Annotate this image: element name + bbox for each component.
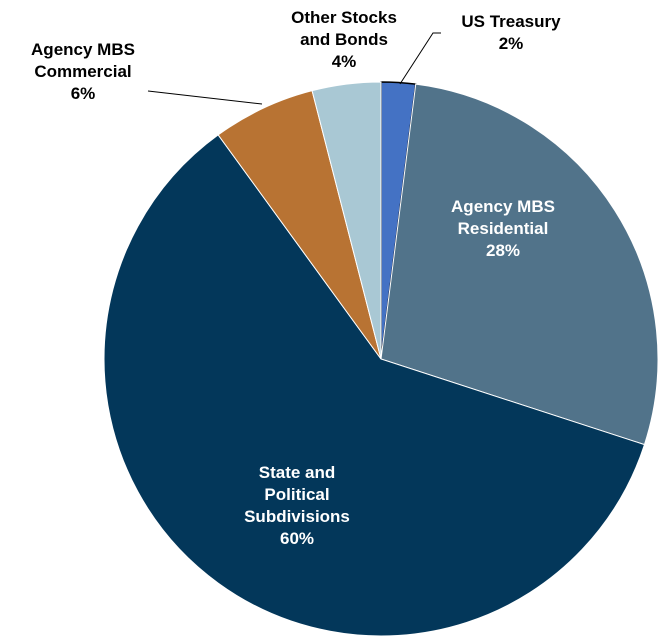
slice-labels: US Treasury 2% Agency MBS Residential 28% Sta… xyxy=(31,8,561,548)
slice-state-and-political-subdivisions xyxy=(103,134,646,636)
label-line: Agency MBS xyxy=(451,197,555,216)
label-agency-mbs-commercial: Agency MBS Commercial 6% xyxy=(31,40,135,103)
pie-slices xyxy=(103,81,658,636)
label-line: Residential xyxy=(458,219,549,238)
leader-line-us-treasury xyxy=(399,32,441,85)
label-line: 28% xyxy=(486,241,520,260)
label-line: Agency MBS xyxy=(31,40,135,59)
leader-line-agency-mbs-commercial xyxy=(147,90,263,105)
label-line: State and xyxy=(259,463,336,482)
label-line: Political xyxy=(264,485,329,504)
label-line: 4% xyxy=(332,52,357,71)
label-line: and Bonds xyxy=(300,30,388,49)
leader-lines xyxy=(147,32,441,105)
slice-other-stocks-and-bonds xyxy=(311,81,382,360)
label-state-and-political-subdivisions: State and Political Subdivisions 60% xyxy=(244,463,350,548)
label-line: Commercial xyxy=(34,62,131,81)
label-agency-mbs-residential: Agency MBS Residential 28% xyxy=(451,197,555,260)
label-line: Subdivisions xyxy=(244,507,350,526)
label-other-stocks-and-bonds: Other Stocks and Bonds 4% xyxy=(291,8,397,71)
label-line: 60% xyxy=(280,529,314,548)
label-us-treasury: US Treasury 2% xyxy=(461,12,561,53)
label-line: US Treasury xyxy=(461,12,561,31)
label-line: 6% xyxy=(71,84,96,103)
label-line: Other Stocks xyxy=(291,8,397,27)
slice-agency-mbs-residential xyxy=(380,83,658,446)
label-line: 2% xyxy=(499,34,524,53)
